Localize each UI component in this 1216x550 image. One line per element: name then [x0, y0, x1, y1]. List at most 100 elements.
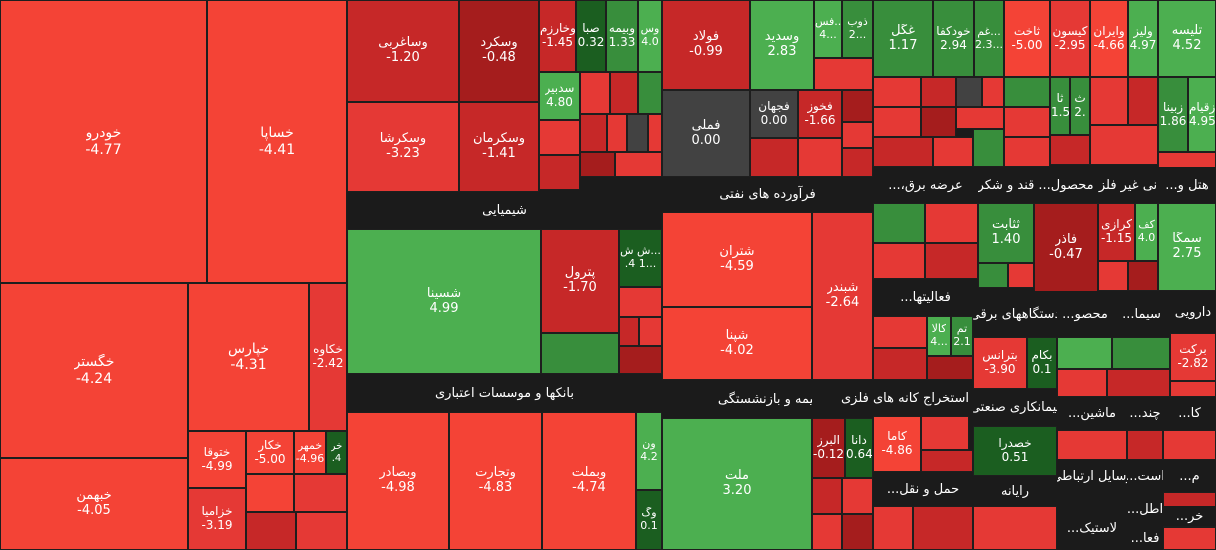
treemap-cell-minor[interactable]: [539, 120, 580, 155]
treemap-cell-stock[interactable]: وخارزم -1.45: [539, 0, 576, 72]
treemap-cell-minor[interactable]: [1008, 263, 1034, 288]
sector-header[interactable]: وسایل ارتباطی: [1057, 460, 1127, 492]
treemap-cell-stock[interactable]: فجهان 0.00: [750, 90, 798, 138]
treemap-cell-minor[interactable]: [1107, 369, 1170, 397]
treemap-cell-stock[interactable]: کالا 4...: [927, 316, 951, 356]
sector-header[interactable]: سیما...: [1113, 291, 1170, 337]
treemap-cell-minor[interactable]: [1090, 125, 1158, 165]
treemap-cell-stock[interactable]: وساغربی -1.20: [347, 0, 459, 102]
treemap-cell-minor[interactable]: [798, 138, 842, 177]
treemap-cell-stock[interactable]: بکام 0.1: [1027, 337, 1057, 389]
treemap-cell-minor[interactable]: [246, 512, 296, 550]
treemap-cell-stock[interactable]: تلیسه 4.52: [1158, 0, 1216, 77]
treemap-cell-minor[interactable]: [1004, 107, 1050, 137]
treemap-cell-stock[interactable]: تم 2.1: [951, 316, 973, 356]
treemap-cell-minor[interactable]: [921, 107, 956, 137]
sector-header[interactable]: دارویی: [1170, 291, 1216, 333]
treemap-cell-minor[interactable]: [973, 506, 1057, 550]
treemap-cell-stock[interactable]: خصدرا 0.51: [973, 426, 1057, 476]
sector-header[interactable]: فرآورده های نفتی: [662, 177, 873, 212]
treemap-cell-minor[interactable]: [648, 114, 662, 152]
treemap-cell-stock[interactable]: وبیمه 1.33: [606, 0, 638, 72]
treemap-cell-minor[interactable]: [913, 506, 973, 550]
treemap-cell-minor[interactable]: [927, 356, 973, 380]
treemap-cell-stock[interactable]: وبصادر -4.98: [347, 412, 449, 550]
sector-header[interactable]: رایانه: [973, 476, 1057, 506]
treemap-cell-minor[interactable]: [294, 474, 347, 512]
treemap-cell-minor[interactable]: [1057, 369, 1107, 397]
sector-header[interactable]: فعالیتها...: [873, 279, 978, 316]
treemap-cell-stock[interactable]: خمهر -4.96: [294, 431, 326, 474]
sector-header[interactable]: استخراج کانه های فلزی: [812, 380, 973, 416]
treemap-cell-minor[interactable]: [925, 243, 978, 279]
treemap-cell-minor[interactable]: [921, 416, 969, 450]
sector-header[interactable]: حمل و نقل...: [873, 472, 973, 506]
treemap-cell-stock[interactable]: غگل 1.17: [873, 0, 933, 77]
treemap-cell-minor[interactable]: [1057, 337, 1112, 369]
treemap-cell-stock[interactable]: ثا 1.5: [1050, 77, 1070, 135]
treemap-cell-minor[interactable]: [873, 107, 921, 137]
treemap-cell-minor[interactable]: [580, 114, 607, 152]
treemap-cell-stock[interactable]: خزامیا -3.19: [188, 488, 246, 550]
treemap-cell-minor[interactable]: [619, 346, 662, 374]
treemap-cell-stock[interactable]: وایران -4.66: [1090, 0, 1128, 77]
sector-header[interactable]: خر...: [1163, 506, 1216, 526]
treemap-cell-minor[interactable]: [873, 348, 927, 380]
treemap-cell-minor[interactable]: [627, 114, 648, 152]
treemap-cell-stock[interactable]: خپارس -4.31: [188, 283, 309, 431]
treemap-cell-stock[interactable]: ولیز 4.97: [1128, 0, 1158, 77]
treemap-cell-minor[interactable]: [873, 77, 921, 107]
treemap-cell-stock[interactable]: ملت 3.20: [662, 418, 812, 550]
treemap-cell-minor[interactable]: [1050, 135, 1090, 165]
sector-header[interactable]: م...: [1163, 460, 1216, 492]
treemap-cell-stock[interactable]: وسکرمان -1.41: [459, 102, 539, 192]
treemap-cell-stock[interactable]: خبهمن -4.05: [0, 458, 188, 550]
treemap-cell-minor[interactable]: [1128, 77, 1158, 125]
treemap-cell-minor[interactable]: [956, 107, 1004, 129]
treemap-cell-stock[interactable]: سمگا 2.75: [1158, 203, 1216, 291]
treemap-cell-stock[interactable]: شتران -4.59: [662, 212, 812, 307]
sector-header[interactable]: محصو...: [1057, 291, 1113, 337]
treemap-cell-minor[interactable]: [873, 243, 925, 279]
sector-header[interactable]: شیمیایی: [347, 192, 662, 229]
treemap-cell-minor[interactable]: [541, 333, 619, 374]
treemap-cell-minor[interactable]: [982, 77, 1004, 107]
treemap-cell-minor[interactable]: [873, 137, 933, 167]
treemap-cell-stock[interactable]: وسکرشا -3.23: [347, 102, 459, 192]
treemap-cell-minor[interactable]: [610, 72, 638, 114]
sector-header[interactable]: فعا...: [1127, 527, 1163, 550]
treemap-cell-stock[interactable]: وبملت -4.74: [542, 412, 636, 550]
sector-header[interactable]: چند...: [1127, 397, 1163, 430]
treemap-cell-minor[interactable]: [1098, 261, 1128, 291]
treemap-cell-stock[interactable]: ختوقا -4.99: [188, 431, 246, 488]
treemap-cell-minor[interactable]: [842, 478, 873, 514]
treemap-cell-minor[interactable]: [246, 474, 294, 512]
treemap-cell-stock[interactable]: وس 4.0: [638, 0, 662, 72]
treemap-cell-minor[interactable]: [978, 263, 1008, 288]
sector-header[interactable]: اطل...: [1127, 492, 1163, 527]
treemap-cell-stock[interactable]: خگستر -4.24: [0, 283, 188, 458]
treemap-cell-stock[interactable]: سدبیر 4.80: [539, 72, 580, 120]
treemap-cell-stock[interactable]: خساپا -4.41: [207, 0, 347, 283]
treemap-cell-minor[interactable]: [812, 514, 842, 550]
treemap-cell-stock[interactable]: برکت -2.82: [1170, 333, 1216, 381]
treemap-cell-minor[interactable]: [1128, 261, 1158, 291]
treemap-cell-stock[interactable]: خکاوه -2.42: [309, 283, 347, 431]
treemap-cell-minor[interactable]: [842, 122, 873, 148]
sector-header[interactable]: کانی غیر فلزی: [1098, 167, 1158, 203]
treemap-cell-minor[interactable]: [1163, 527, 1216, 550]
treemap-cell-stock[interactable]: شبندر -2.64: [812, 212, 873, 380]
treemap-cell-stock[interactable]: کیسون -2.95: [1050, 0, 1090, 77]
treemap-cell-stock[interactable]: فس...4...: [814, 0, 842, 58]
treemap-cell-minor[interactable]: [615, 152, 662, 177]
treemap-cell-stock[interactable]: ش ش... .4 1...: [619, 229, 662, 287]
sector-header[interactable]: است...: [1127, 460, 1163, 492]
treemap-cell-minor[interactable]: [921, 450, 973, 472]
treemap-cell-minor[interactable]: [1170, 381, 1216, 397]
sector-header[interactable]: لاستیک...: [1057, 506, 1127, 550]
treemap-cell-minor[interactable]: [539, 155, 580, 190]
treemap-cell-stock[interactable]: شپنا -4.02: [662, 307, 812, 380]
treemap-cell-minor[interactable]: [607, 114, 627, 152]
treemap-cell-minor[interactable]: [750, 138, 798, 177]
treemap-cell-stock[interactable]: خر .4: [326, 431, 347, 474]
